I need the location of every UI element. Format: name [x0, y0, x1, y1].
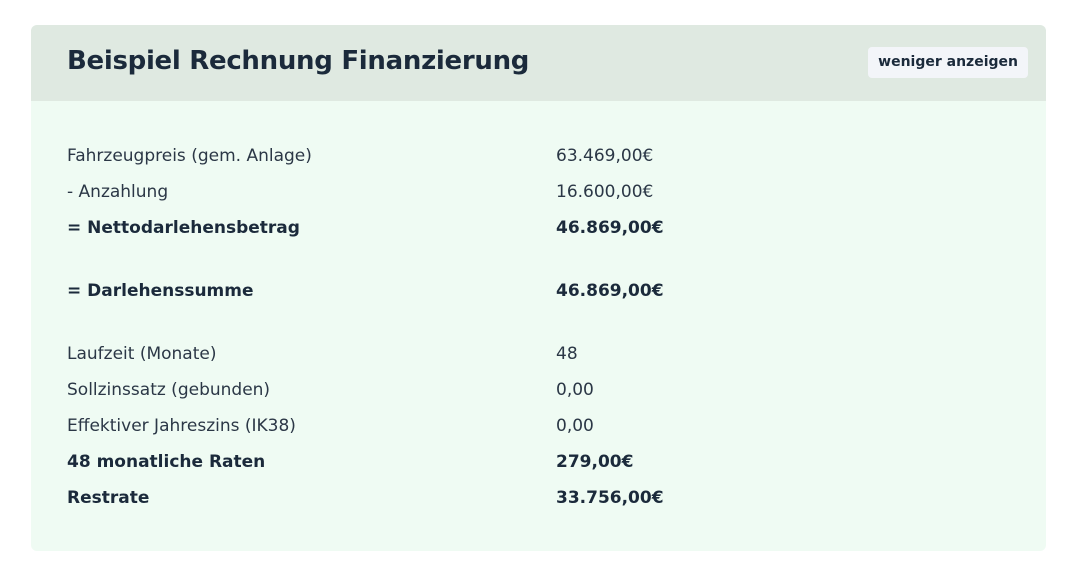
row-value: 63.469,00€	[556, 146, 654, 166]
row-monthly-installments: 48 monatliche Raten 279,00€	[67, 444, 1007, 480]
row-value: 33.756,00€	[556, 488, 664, 508]
row-value: 279,00€	[556, 452, 634, 472]
row-value: 0,00	[556, 380, 594, 400]
card-title: Beispiel Rechnung Finanzierung	[67, 46, 530, 76]
row-label: - Anzahlung	[67, 182, 169, 202]
row-borrowing-rate: Sollzinssatz (gebunden) 0,00	[67, 372, 1007, 408]
row-value: 46.869,00€	[556, 218, 664, 238]
row-value: 16.600,00€	[556, 182, 654, 202]
row-term-months: Laufzeit (Monate) 48	[67, 336, 1007, 372]
row-label: Effektiver Jahreszins (IK38)	[67, 416, 296, 436]
row-spacer	[67, 309, 1007, 336]
row-value: 46.869,00€	[556, 281, 664, 301]
row-value: 48	[556, 344, 578, 364]
row-label: = Nettodarlehensbetrag	[67, 218, 300, 238]
row-label: Sollzinssatz (gebunden)	[67, 380, 271, 400]
row-label: Laufzeit (Monate)	[67, 344, 217, 364]
row-loan-total: = Darlehenssumme 46.869,00€	[67, 273, 1007, 309]
card-header: Beispiel Rechnung Finanzierung weniger a…	[31, 25, 1046, 101]
row-label: Fahrzeugpreis (gem. Anlage)	[67, 146, 312, 166]
row-label: 48 monatliche Raten	[67, 452, 266, 472]
row-down-payment: - Anzahlung 16.600,00€	[67, 174, 1007, 210]
show-less-button[interactable]: weniger anzeigen	[868, 47, 1028, 78]
calculation-table: Fahrzeugpreis (gem. Anlage) 63.469,00€ -…	[67, 138, 1007, 516]
row-net-loan-amount: = Nettodarlehensbetrag 46.869,00€	[67, 210, 1007, 246]
row-value: 0,00	[556, 416, 594, 436]
row-final-installment: Restrate 33.756,00€	[67, 480, 1007, 516]
row-label: Restrate	[67, 488, 150, 508]
financing-example-card: Beispiel Rechnung Finanzierung weniger a…	[31, 25, 1046, 551]
row-label: = Darlehenssumme	[67, 281, 254, 301]
row-effective-annual-rate: Effektiver Jahreszins (IK38) 0,00	[67, 408, 1007, 444]
row-vehicle-price: Fahrzeugpreis (gem. Anlage) 63.469,00€	[67, 138, 1007, 174]
row-spacer	[67, 246, 1007, 273]
